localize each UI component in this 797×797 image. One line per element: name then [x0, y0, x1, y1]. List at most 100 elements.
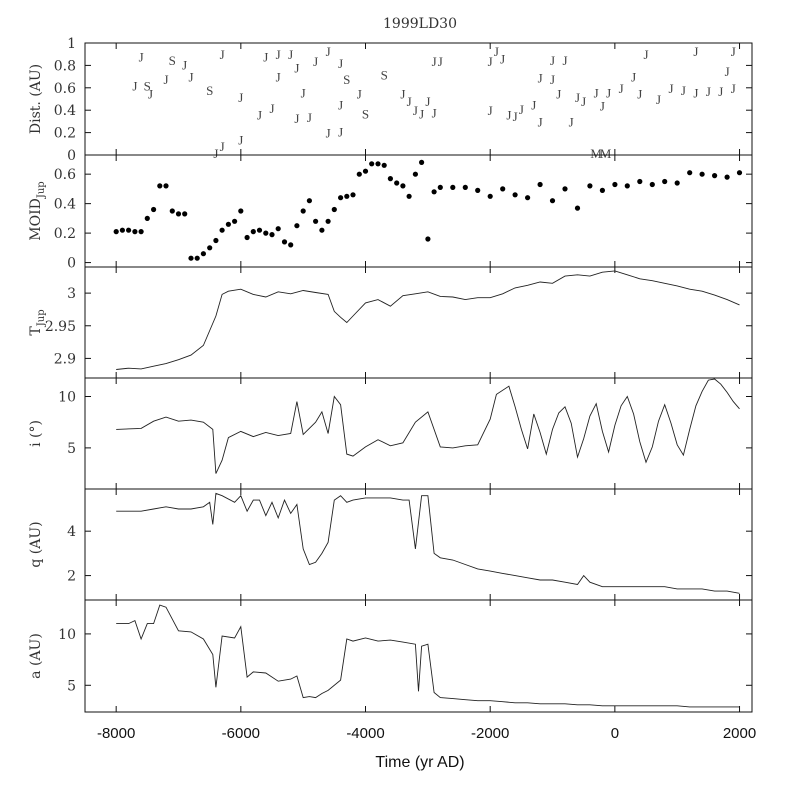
- y-tick-label: 3: [67, 286, 76, 302]
- data-point: [344, 193, 350, 199]
- data-point: [699, 171, 705, 177]
- data-point: [151, 206, 157, 213]
- panel-incl: 5 10 i (°): [28, 377, 753, 490]
- data-point: [500, 186, 506, 192]
- encounter-marker: S: [381, 67, 388, 82]
- y-axis-label-peri: q (AU): [28, 521, 44, 567]
- data-point: [362, 168, 369, 174]
- encounter-marker: J: [569, 114, 574, 129]
- panel-tjup: 2.9 2.95 3 TJup: [28, 266, 753, 379]
- data-point: [612, 181, 618, 188]
- encounter-marker: J: [419, 107, 424, 122]
- series-line-peri: [116, 492, 740, 594]
- encounter-marker: J: [506, 108, 511, 123]
- panel-frame-peri: [84, 488, 753, 601]
- y-tick-label: 2.95: [45, 319, 76, 335]
- encounter-marker: J: [438, 54, 443, 69]
- encounter-marker: J: [263, 49, 268, 64]
- data-point: [113, 229, 119, 235]
- encounter-marker: S: [169, 53, 176, 68]
- encounter-marker: J: [338, 125, 343, 140]
- data-point: [232, 218, 238, 224]
- data-point: [119, 227, 125, 233]
- series-line-tjup: [116, 270, 740, 370]
- encounter-marker: J: [513, 109, 518, 124]
- encounter-marker: J: [575, 90, 580, 105]
- series-line-semi: [116, 604, 740, 708]
- encounter-marker: J: [313, 54, 318, 69]
- encounter-marker: J: [425, 94, 430, 109]
- encounter-marker: J: [693, 44, 698, 59]
- encounter-marker: J: [326, 126, 331, 141]
- data-point: [475, 187, 481, 193]
- data-point: [169, 208, 175, 214]
- data-point: [369, 161, 375, 167]
- data-point: [649, 181, 655, 188]
- y-axis-label-incl: i (°): [28, 420, 44, 447]
- y-tick-label: 5: [67, 678, 76, 694]
- data-point: [281, 239, 288, 245]
- encounter-marker: J: [220, 47, 225, 62]
- encounter-marker: J: [432, 105, 437, 120]
- encounter-marker: J: [594, 85, 599, 100]
- x-tick-label: -4000: [346, 725, 384, 742]
- y-tick-label: 0: [67, 256, 76, 272]
- encounter-marker: J: [731, 81, 736, 96]
- data-point: [525, 195, 531, 201]
- data-point: [462, 184, 468, 190]
- encounter-marker: J: [269, 101, 274, 116]
- panel-moid: 0 0.2 0.4 0.6 MOIDJup: [28, 154, 753, 272]
- encounter-marker: J: [400, 86, 405, 101]
- data-point: [356, 171, 362, 177]
- data-point: [132, 229, 138, 235]
- encounter-marker: J: [500, 52, 505, 67]
- encounter-marker: J: [488, 103, 493, 118]
- data-point: [724, 174, 730, 180]
- panel-frame-moid: [84, 154, 753, 268]
- data-point: [200, 251, 206, 257]
- data-point: [182, 211, 188, 217]
- y-tick-label: 0.2: [54, 126, 76, 142]
- encounter-marker: J: [656, 92, 661, 107]
- data-point: [419, 159, 425, 165]
- encounter-marker: J: [163, 72, 168, 87]
- encounter-marker: J: [307, 110, 312, 125]
- data-point: [126, 227, 132, 233]
- encounter-marker: J: [182, 57, 187, 72]
- y-tick-label: 0.2: [54, 226, 76, 242]
- data-point: [288, 242, 294, 248]
- data-point: [213, 237, 219, 244]
- encounter-marker: J: [488, 54, 493, 69]
- encounter-marker: J: [619, 81, 624, 96]
- data-point: [157, 183, 163, 189]
- data-point: [144, 215, 150, 221]
- encounter-marker: S: [362, 107, 369, 122]
- data-point: [736, 170, 743, 176]
- data-point: [587, 183, 593, 189]
- data-point: [574, 205, 581, 211]
- encounter-marker: J: [238, 90, 243, 105]
- data-point: [238, 208, 244, 214]
- encounter-marker: J: [731, 44, 736, 59]
- panel-semi: 5 10 a (AU): [28, 599, 753, 713]
- encounter-marker: S: [206, 83, 213, 98]
- data-point: [306, 198, 312, 204]
- encounter-marker: J: [606, 85, 611, 100]
- y-tick-label: 1: [67, 36, 76, 52]
- data-point: [637, 178, 643, 185]
- encounter-marker: J: [276, 47, 281, 62]
- data-point: [244, 234, 250, 241]
- x-tick-label: 0: [611, 725, 619, 742]
- data-point: [325, 218, 331, 224]
- panel-frame-incl: [84, 377, 753, 490]
- data-point: [437, 184, 443, 190]
- data-point: [294, 223, 300, 229]
- encounter-marker: J: [132, 79, 137, 94]
- y-axis-label-semi: a (AU): [28, 633, 44, 679]
- encounter-marker: J: [407, 94, 412, 109]
- data-point: [425, 236, 431, 242]
- data-point: [163, 183, 169, 189]
- data-point: [624, 183, 630, 189]
- data-point: [406, 193, 412, 199]
